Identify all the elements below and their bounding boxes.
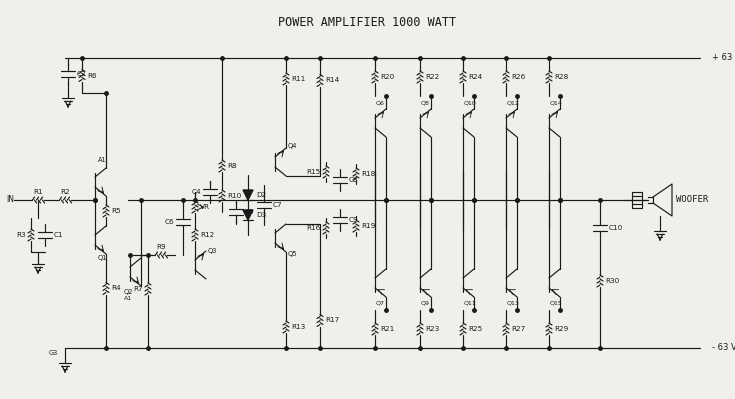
Text: - 63 V: - 63 V	[712, 344, 735, 352]
Text: C6: C6	[165, 219, 174, 225]
Text: R19: R19	[361, 223, 376, 229]
Text: C8: C8	[349, 177, 359, 183]
Text: R16: R16	[306, 225, 321, 231]
Text: VR: VR	[200, 204, 210, 210]
Text: R12: R12	[200, 232, 214, 238]
Text: Q5: Q5	[288, 251, 298, 257]
Text: R24: R24	[468, 74, 482, 80]
Text: R9: R9	[157, 244, 166, 250]
Text: R3: R3	[16, 232, 26, 238]
Polygon shape	[243, 190, 253, 200]
Text: Q2: Q2	[123, 289, 133, 295]
Text: Q10: Q10	[464, 101, 477, 105]
Bar	[632, 192, 642, 208]
Text: R25: R25	[468, 326, 482, 332]
Text: Q6: Q6	[376, 101, 385, 105]
Text: R4: R4	[111, 286, 121, 292]
Text: C1: C1	[54, 232, 64, 238]
Text: R20: R20	[380, 74, 394, 80]
Text: D2: D2	[256, 192, 266, 198]
Text: R27: R27	[511, 326, 526, 332]
Text: C4: C4	[191, 189, 201, 195]
Text: R2: R2	[61, 189, 71, 195]
Text: Q8: Q8	[421, 101, 430, 105]
Text: R21: R21	[380, 326, 394, 332]
Text: R18: R18	[361, 171, 376, 177]
Text: Q14: Q14	[550, 101, 563, 105]
Text: C5: C5	[245, 209, 254, 215]
Text: R10: R10	[227, 193, 241, 199]
Text: R1: R1	[34, 189, 43, 195]
Text: R15: R15	[306, 169, 321, 175]
Text: Q3: Q3	[208, 248, 218, 254]
Text: R22: R22	[425, 74, 440, 80]
Text: R28: R28	[554, 74, 568, 80]
Text: C2: C2	[77, 71, 87, 77]
Text: Q12: Q12	[507, 101, 520, 105]
Text: R5: R5	[111, 208, 121, 214]
Text: R29: R29	[554, 326, 568, 332]
Polygon shape	[243, 210, 253, 220]
Text: C7: C7	[273, 202, 283, 208]
Text: WOOFER: WOOFER	[676, 196, 709, 205]
Text: G3: G3	[49, 350, 58, 356]
Text: C9: C9	[349, 217, 359, 223]
Text: POWER AMPLIFIER 1000 WATT: POWER AMPLIFIER 1000 WATT	[278, 16, 456, 28]
Text: Q7: Q7	[376, 300, 385, 306]
Text: Q9: Q9	[421, 300, 430, 306]
Text: R13: R13	[291, 324, 305, 330]
Text: A1: A1	[124, 296, 132, 300]
Text: C10: C10	[609, 225, 623, 231]
Text: IN: IN	[6, 196, 14, 205]
Text: D3: D3	[256, 212, 266, 218]
Text: + 63 V: + 63 V	[712, 53, 735, 63]
Text: Q13: Q13	[507, 300, 520, 306]
Text: R26: R26	[511, 74, 526, 80]
Text: R6: R6	[87, 73, 96, 79]
Text: Q4: Q4	[288, 143, 298, 149]
Text: R30: R30	[605, 278, 620, 284]
Text: Q15: Q15	[550, 300, 563, 306]
Text: R8: R8	[227, 163, 237, 169]
Text: Q1: Q1	[98, 255, 107, 261]
Text: R11: R11	[291, 76, 305, 82]
Text: R23: R23	[425, 326, 440, 332]
Text: R17: R17	[325, 318, 340, 324]
Text: R14: R14	[325, 77, 340, 83]
Text: Q11: Q11	[464, 300, 477, 306]
Text: A1: A1	[98, 157, 107, 163]
Text: R7: R7	[133, 286, 143, 292]
